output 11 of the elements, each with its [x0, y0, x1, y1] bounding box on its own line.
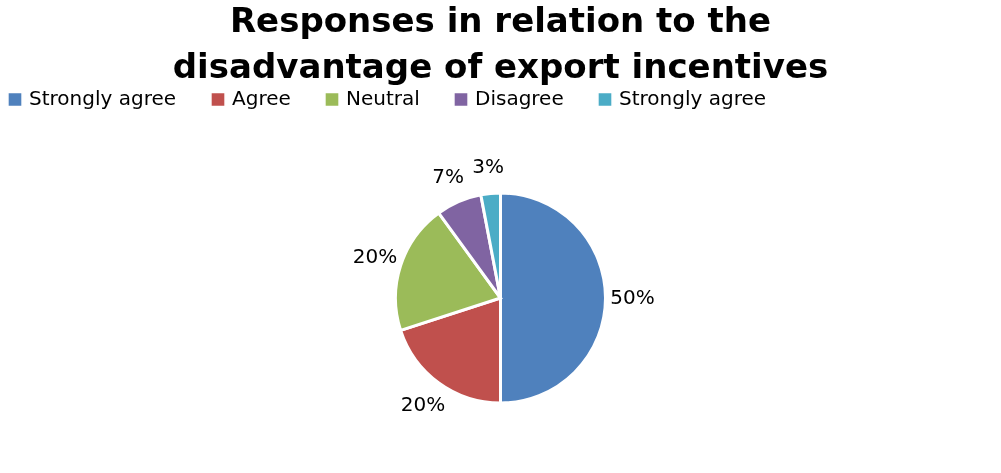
data-label: 7%: [432, 163, 464, 188]
data-label: 3%: [472, 153, 504, 178]
data-label: 50%: [610, 285, 655, 309]
chart-title: Responses in relation to the disadvantage of export incentives: [172, 0, 829, 86]
legend-label: Strongly agree: [29, 86, 177, 111]
legend-label: Disagree: [475, 86, 564, 111]
data-label: 20%: [352, 244, 398, 269]
legend-label: Strongly agree: [619, 86, 767, 111]
legend-label: Neutral: [346, 86, 420, 111]
data-label: 20%: [400, 391, 446, 416]
legend-label: Agree: [232, 86, 291, 111]
